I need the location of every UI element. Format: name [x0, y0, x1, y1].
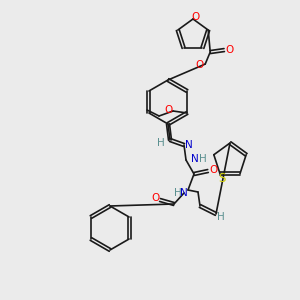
Text: O: O: [164, 105, 172, 115]
Text: O: O: [209, 165, 217, 175]
Text: O: O: [192, 12, 200, 22]
Text: H: H: [157, 138, 165, 148]
Text: O: O: [225, 45, 233, 55]
Text: S: S: [218, 172, 226, 185]
Text: H: H: [217, 212, 225, 222]
Text: N: N: [191, 154, 199, 164]
Text: O: O: [195, 60, 203, 70]
Text: H: H: [174, 188, 182, 198]
Text: N: N: [185, 140, 193, 150]
Text: N: N: [180, 188, 188, 198]
Text: H: H: [199, 154, 207, 164]
Text: O: O: [151, 193, 159, 203]
